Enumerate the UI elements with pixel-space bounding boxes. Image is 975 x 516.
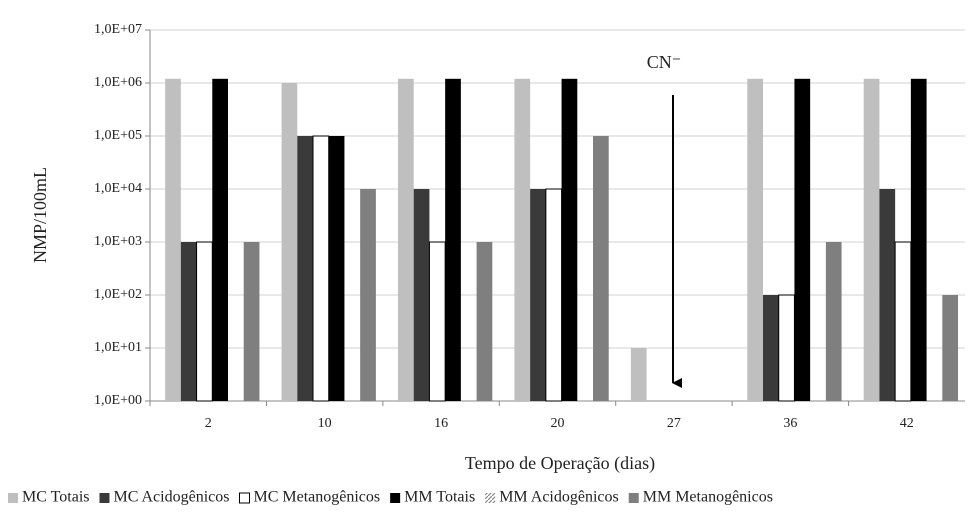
bar — [762, 295, 779, 401]
x-tick-label: 10 — [318, 416, 332, 431]
bar — [630, 348, 647, 401]
annotation: CN⁻ — [647, 52, 682, 72]
x-tick-label: 27 — [667, 416, 681, 431]
bar — [397, 78, 414, 401]
legend-label: MM Totais — [404, 489, 475, 506]
bar — [445, 78, 461, 401]
legend-marker — [99, 493, 110, 503]
bar — [561, 78, 578, 401]
x-tick-label: 42 — [900, 416, 914, 431]
x-tick-label: 2 — [205, 416, 212, 431]
y-tick-label: 1,0E+04 — [94, 181, 142, 196]
bar — [910, 78, 927, 401]
legend-marker — [390, 493, 401, 503]
bar — [297, 136, 313, 401]
legend-marker — [8, 493, 18, 503]
bar — [593, 136, 609, 401]
bar — [747, 78, 763, 401]
bar — [196, 241, 213, 402]
bar — [894, 241, 912, 402]
bar — [545, 188, 563, 402]
legend-label: MC Metanogênicos — [253, 489, 380, 506]
legend-label: MM Acidogênicos — [499, 489, 619, 506]
bar — [212, 78, 229, 401]
legend-label: MM Metanogênicos — [643, 489, 773, 506]
bar — [180, 242, 197, 401]
bar — [312, 135, 330, 402]
bar — [825, 242, 842, 401]
y-tick-label: 1,0E+02 — [94, 287, 142, 302]
bar — [879, 189, 896, 401]
x-tick-label: 16 — [434, 416, 448, 431]
bar — [794, 78, 811, 401]
bar — [360, 189, 376, 401]
x-tick-label: 36 — [783, 416, 797, 431]
y-tick-label: 1,0E+01 — [94, 340, 142, 355]
legend-label: MC Totais — [22, 489, 89, 506]
bar — [863, 78, 880, 401]
y-axis-title: NMP/100mL — [30, 167, 50, 263]
y-tick-label: 1,0E+03 — [94, 234, 142, 249]
legend-marker — [628, 493, 639, 503]
bar — [476, 242, 493, 401]
x-axis-title: Tempo de Operação (dias) — [465, 453, 655, 474]
bar — [243, 242, 260, 401]
y-tick-label: 1,0E+06 — [94, 75, 142, 90]
y-tick-label: 1,0E+00 — [94, 393, 142, 408]
bar — [165, 78, 181, 401]
y-tick-label: 1,0E+07 — [94, 22, 142, 37]
bar — [281, 83, 298, 401]
bar — [328, 136, 345, 401]
legend-marker — [485, 493, 496, 503]
bar — [514, 78, 531, 401]
bar — [413, 189, 430, 401]
bar — [778, 294, 795, 402]
bar — [942, 295, 959, 401]
bar — [530, 189, 546, 401]
y-tick-label: 1,0E+05 — [94, 128, 142, 143]
legend-label: MC Acidogênicos — [113, 489, 229, 506]
x-tick-label: 20 — [551, 416, 565, 431]
legend-marker — [238, 492, 250, 504]
bar — [428, 241, 446, 402]
